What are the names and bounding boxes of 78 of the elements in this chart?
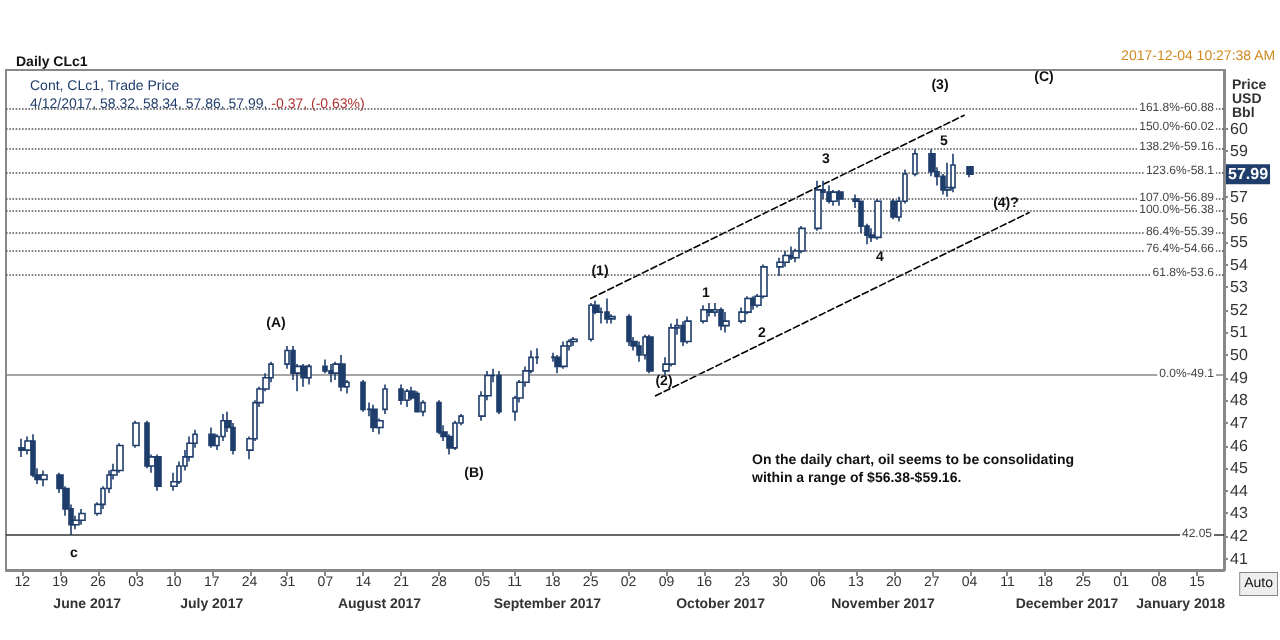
candlestick — [186, 435, 194, 463]
candlestick — [398, 383, 404, 406]
candlestick — [144, 419, 150, 469]
candlestick — [776, 256, 784, 277]
candlestick — [718, 306, 724, 331]
y-tick-label: 50 — [1230, 346, 1249, 365]
candlestick — [782, 250, 790, 268]
candlestick — [700, 304, 708, 325]
candlestick — [706, 302, 714, 318]
candlestick — [300, 363, 308, 388]
candlestick — [220, 413, 226, 442]
y-tick-label: 56 — [1230, 210, 1249, 229]
candlestick — [404, 388, 410, 408]
candlestick — [722, 311, 730, 334]
y-tick-label: 42 — [1230, 527, 1249, 546]
candlestick — [420, 399, 426, 417]
y-tick-label: 53 — [1230, 278, 1249, 297]
candlestick — [18, 437, 26, 458]
candlestick — [154, 453, 162, 492]
y-tick-label: 46 — [1230, 436, 1249, 455]
candlestick — [452, 419, 458, 451]
y-tick-label: 41 — [1230, 549, 1249, 568]
candlestick — [928, 148, 936, 178]
candlestick — [668, 322, 676, 368]
candlestick — [912, 148, 918, 178]
y-tick-label: 47 — [1230, 413, 1249, 432]
candlestick — [760, 263, 768, 300]
candlestick — [436, 399, 442, 436]
candlestick — [588, 302, 594, 343]
candlestick — [116, 442, 124, 474]
candlestick — [604, 297, 610, 325]
y-tick-label: 60 — [1230, 119, 1249, 138]
candlestick — [944, 161, 952, 198]
y-tick-label: 51 — [1230, 323, 1249, 342]
candlestick — [826, 184, 832, 205]
candlestick — [40, 469, 48, 488]
y-tick-label: 55 — [1230, 232, 1249, 251]
candlestick — [950, 152, 956, 193]
candlestick — [830, 189, 838, 207]
y-tick-label: 43 — [1230, 504, 1249, 523]
candlestick — [322, 358, 328, 374]
y-tick-label: 44 — [1230, 481, 1249, 500]
candlestick — [788, 245, 794, 261]
y-tick-label: 48 — [1230, 391, 1249, 410]
candlestick — [966, 165, 974, 179]
candlestick — [646, 333, 654, 374]
y-tick-label: 49 — [1230, 368, 1249, 387]
candlestick — [328, 363, 334, 384]
y-tick-label: 54 — [1230, 255, 1249, 274]
candlestick — [626, 313, 632, 347]
candlestick — [598, 306, 604, 325]
candlestick — [636, 340, 642, 363]
candlestick — [338, 354, 346, 393]
candlestick — [30, 433, 36, 479]
candlestick — [382, 383, 388, 415]
y-tick-label: 57 — [1230, 187, 1249, 206]
candlestick — [874, 198, 882, 241]
candlestick — [570, 336, 578, 347]
candlestick — [306, 363, 312, 386]
candlestick — [744, 295, 752, 316]
candlestick — [534, 347, 540, 365]
candlestick — [268, 361, 274, 384]
candlestick — [78, 508, 86, 526]
candlestick — [132, 419, 140, 449]
candlestick — [684, 315, 692, 345]
candlestick — [496, 370, 502, 415]
candlestick — [414, 390, 420, 413]
candlestick — [208, 426, 216, 449]
candlestick — [836, 189, 844, 207]
candlestick — [360, 379, 366, 413]
candlestick — [560, 340, 568, 370]
candlestick — [814, 180, 822, 232]
candlestick — [798, 225, 806, 255]
candlestick — [370, 404, 378, 433]
y-tick-label: 52 — [1230, 300, 1249, 319]
y-tick-label: 59 — [1230, 142, 1249, 161]
y-tick-label: 45 — [1230, 459, 1249, 478]
text: 57.99 — [1228, 165, 1270, 184]
